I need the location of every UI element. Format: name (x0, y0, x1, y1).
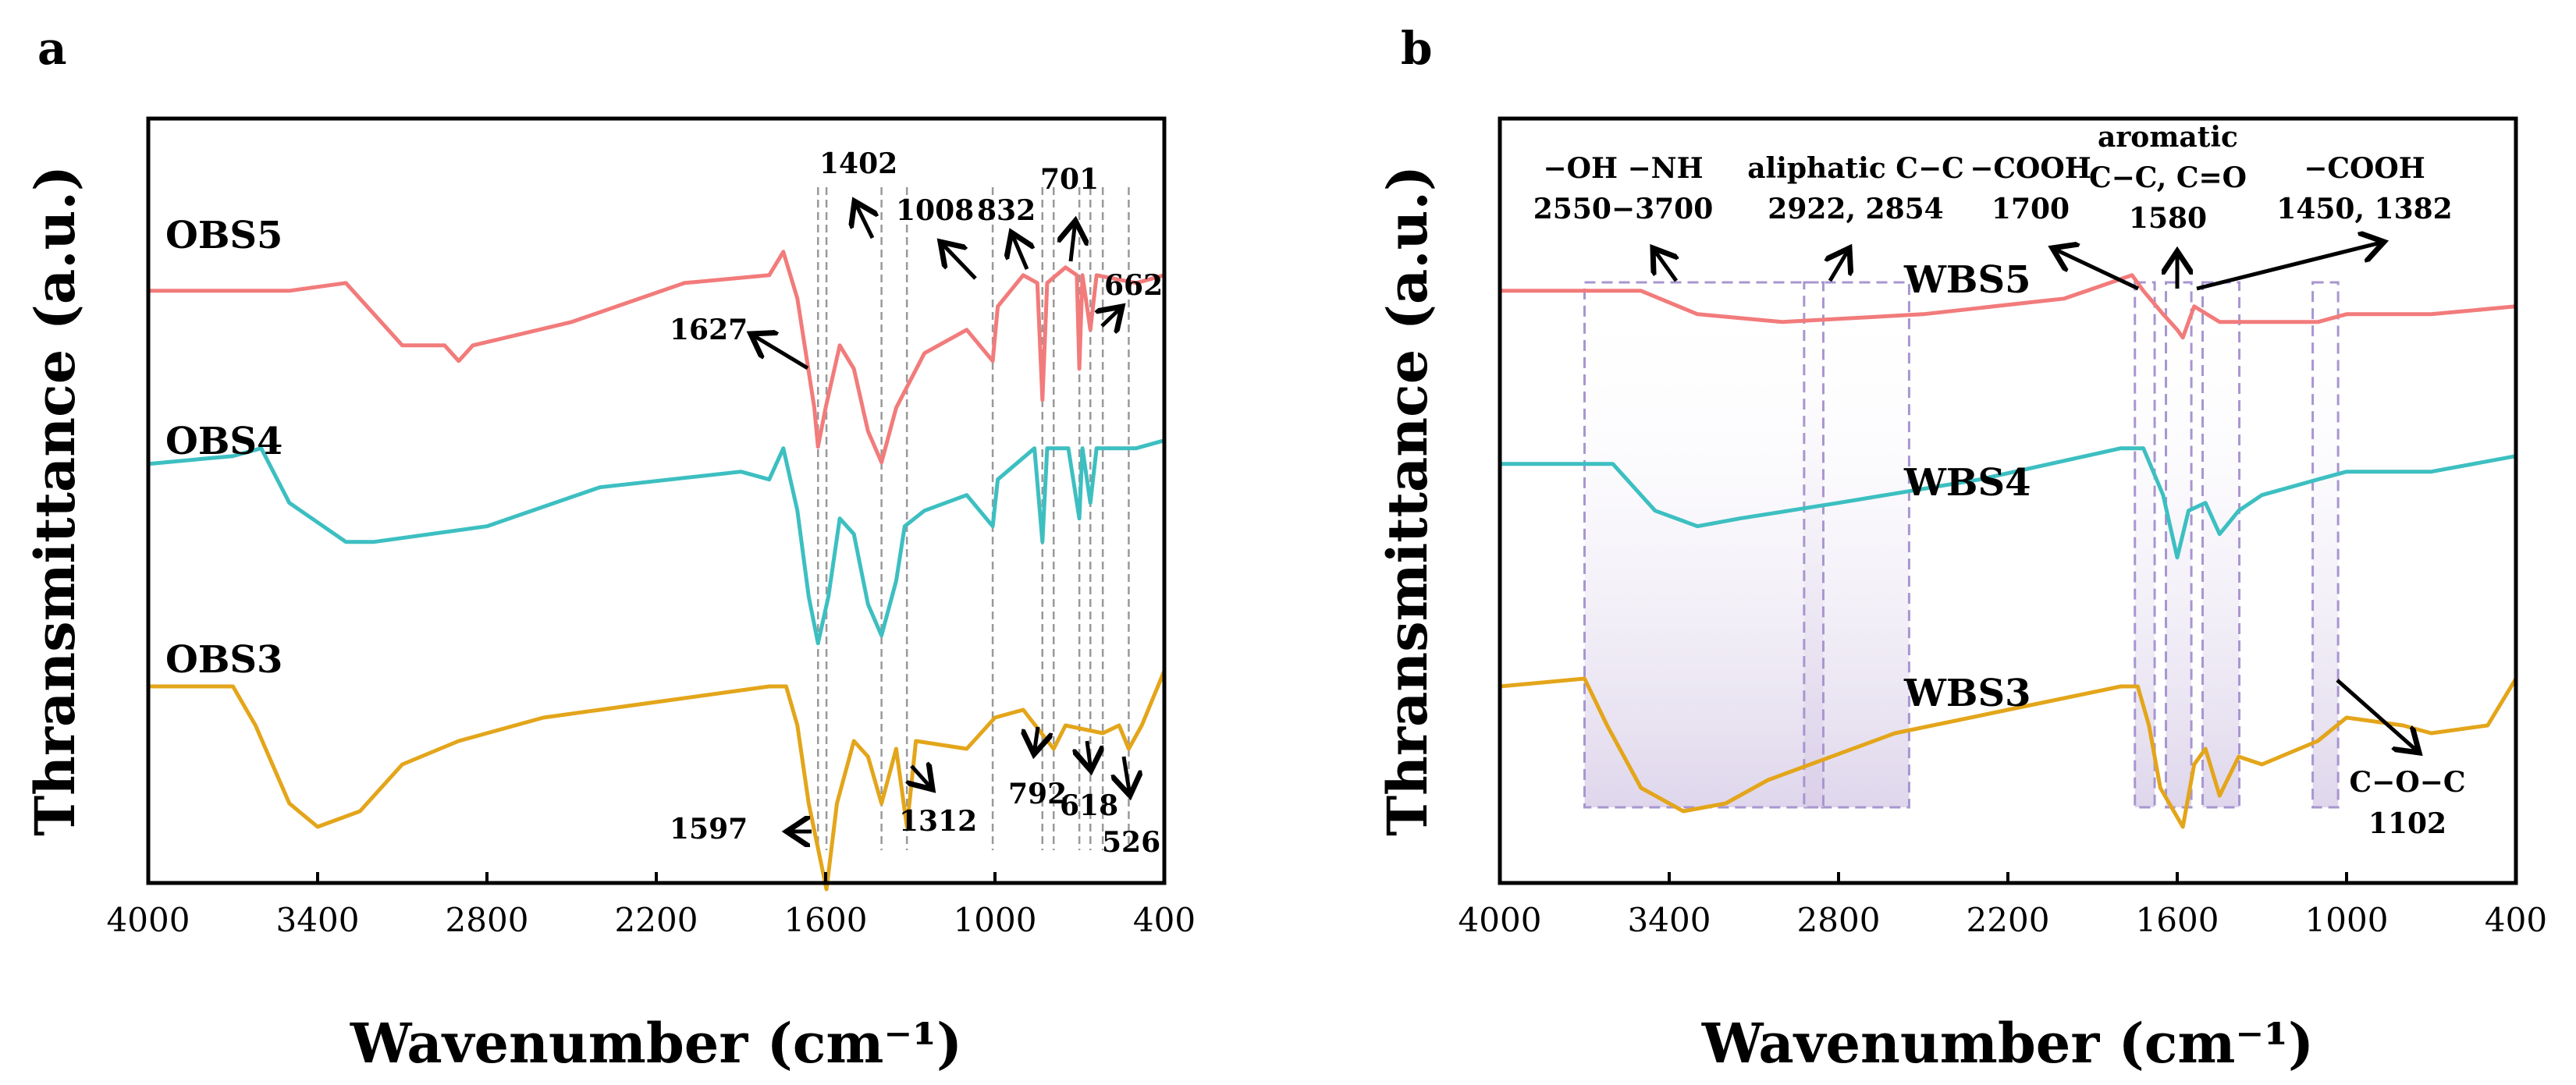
x-ticks-b: 4000 3400 2800 2200 1600 1000 400 (1459, 872, 2547, 939)
region-box-1750-1680 (2134, 281, 2156, 809)
x-tick-label-2200: 2200 (1967, 901, 2050, 939)
arrow-701 (1071, 221, 1075, 262)
peak-label-1597: 1597 (670, 813, 748, 846)
series-line-wbs5 (1500, 273, 2517, 340)
x-axis-title-a: Wavenumber (cm⁻¹) (350, 1011, 962, 1076)
ann-cooh-1700-val: 1700 (1992, 193, 2070, 225)
x-tick-label-400: 400 (2485, 901, 2547, 939)
arrow-1008 (940, 242, 977, 280)
x-tick-label-1600: 1600 (784, 901, 868, 939)
x-tick-label-400: 400 (1133, 901, 1196, 939)
peak-label-792: 792 (1008, 778, 1067, 810)
x-tick-label-2800: 2800 (446, 901, 529, 939)
y-axis-title-b: Thransmittance (a.u.) (1375, 165, 1440, 836)
series-line-obs5 (148, 250, 1165, 465)
peak-label-662: 662 (1104, 269, 1163, 302)
series-label-obs5: OBS5 (165, 214, 282, 257)
series-label-obs3: OBS3 (165, 638, 282, 682)
peak-label-526: 526 (1102, 826, 1160, 859)
x-tick-label-2800: 2800 (1797, 901, 1881, 939)
arrow-662 (1102, 307, 1122, 326)
panel-letter-b: b (1401, 22, 1433, 75)
series-label-wbs3: WBS3 (1903, 672, 2031, 715)
series-label-wbs5: WBS5 (1903, 258, 2031, 302)
ann-aliphatic: aliphatic C−C (1747, 152, 1964, 185)
ann-oh-nh-range: 2550−3700 (1533, 193, 1714, 225)
ann-cooh-1700: −COOH (1970, 152, 2091, 185)
region-box-1120-1030 (2311, 281, 2340, 809)
series-line-wbs3 (1499, 676, 2518, 829)
series-label-wbs4: WBS4 (1903, 461, 2031, 505)
arrow-526 (1124, 756, 1130, 796)
peak-label-701: 701 (1040, 163, 1099, 196)
arrow-cooh-1700 (2052, 248, 2140, 291)
panel-b: b 4000 3400 2800 2200 1600 1000 400 Wavenumber… (1375, 22, 2547, 1076)
x-axis-title-b: Wavenumber (cm⁻¹) (1701, 1011, 2314, 1076)
ann-coc: C−O−C (2350, 766, 2466, 799)
spectra-b (1499, 273, 2518, 829)
peak-label-1312: 1312 (899, 805, 977, 838)
x-tick-label-3400: 3400 (276, 901, 360, 939)
arrow-oh-nh (1653, 248, 1676, 282)
x-tick-label-1600: 1600 (2136, 901, 2219, 939)
arrow-1627 (751, 334, 809, 371)
ann-cooh-1450-vals: 1450, 1382 (2276, 193, 2452, 225)
arrow-cooh-1450 (2196, 242, 2384, 291)
arrow-792 (1034, 726, 1038, 754)
ann-cooh-1450: −COOH (2304, 152, 2425, 185)
peak-guide-lines-a (816, 187, 1130, 850)
region-box-1510-1380 (2201, 281, 2241, 809)
x-tick-label-4000: 4000 (1459, 901, 1542, 939)
arrow-aliphatic (1830, 248, 1849, 282)
series-line-obs4 (147, 438, 1165, 646)
region-box-3700-2550 (1583, 281, 1910, 809)
panel-letter-a: a (37, 22, 67, 75)
x-ticks-a: 4000 3400 2800 2200 1600 1000 400 (107, 872, 1196, 939)
peak-label-618: 618 (1060, 789, 1118, 822)
series-label-obs4: OBS4 (165, 420, 282, 463)
ann-aromatic-bonds: C−C, C=O (2089, 161, 2247, 194)
arrow-832 (1011, 232, 1027, 270)
ann-aromatic-val: 1580 (2129, 202, 2207, 235)
ann-coc-val: 1102 (2368, 807, 2446, 840)
peak-label-1402: 1402 (819, 147, 897, 180)
series-line-wbs4 (1500, 446, 2517, 560)
ann-aliphatic-vals: 2922, 2854 (1768, 193, 1943, 225)
arrow-coc (2336, 679, 2419, 753)
region-box-2922-2854 (1803, 281, 1825, 809)
panel-a: a 4000 3400 2800 2200 1600 1000 400 Wavenumber… (23, 22, 1196, 1076)
x-tick-label-1000: 1000 (2305, 901, 2389, 939)
peak-label-1627: 1627 (670, 314, 748, 346)
series-line-obs3 (148, 670, 1167, 892)
arrow-1312 (911, 766, 933, 789)
ann-oh-nh: −OH −NH (1543, 152, 1703, 185)
region-boxes-b (1583, 281, 2340, 809)
spectra-a (147, 250, 1167, 892)
ann-aromatic: aromatic (2098, 121, 2238, 154)
peak-label-1008: 1008 (896, 194, 974, 227)
arrow-618 (1087, 740, 1091, 771)
x-tick-label-3400: 3400 (1628, 901, 1711, 939)
x-tick-label-4000: 4000 (107, 901, 190, 939)
x-tick-label-2200: 2200 (615, 901, 698, 939)
y-axis-title-a: Thransmittance (a.u.) (23, 165, 87, 836)
peak-label-832: 832 (977, 194, 1036, 227)
x-tick-label-1000: 1000 (954, 901, 1037, 939)
arrow-1402 (855, 201, 872, 239)
